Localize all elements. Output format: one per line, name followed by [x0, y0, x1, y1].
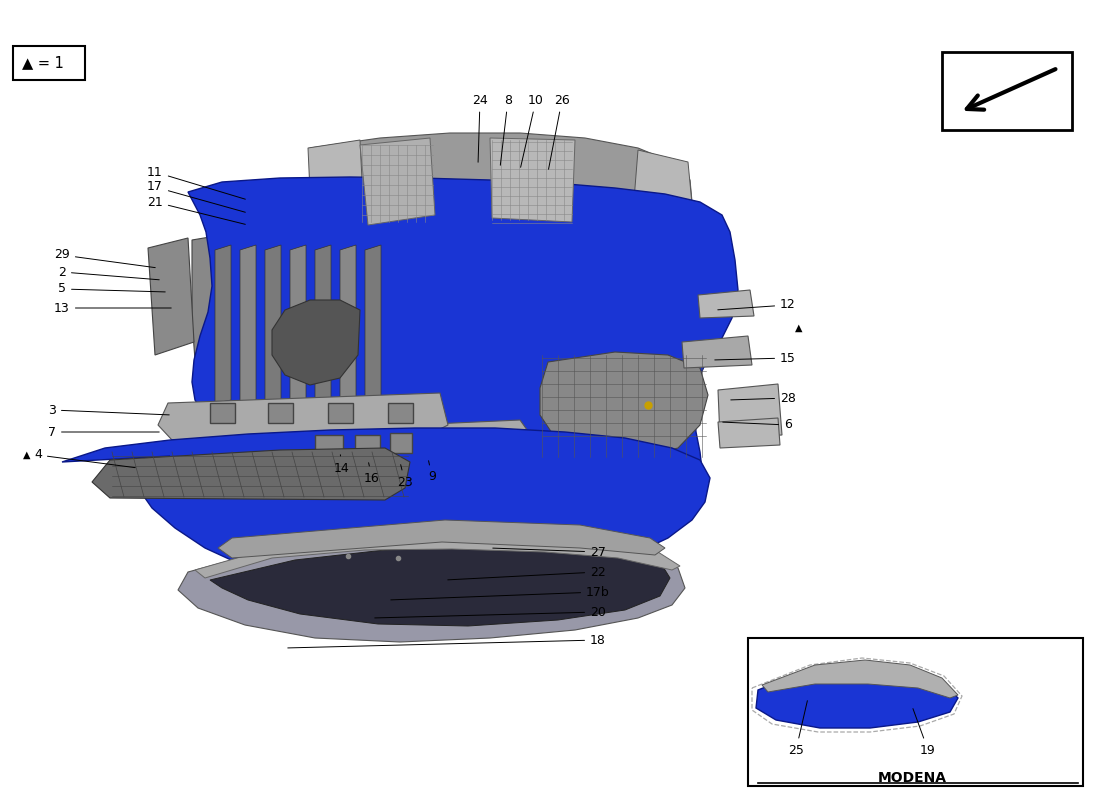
- Polygon shape: [360, 138, 434, 225]
- Polygon shape: [762, 660, 958, 698]
- Polygon shape: [540, 352, 708, 458]
- Polygon shape: [62, 428, 710, 588]
- Polygon shape: [92, 448, 410, 500]
- Text: 25: 25: [788, 701, 807, 757]
- Polygon shape: [490, 138, 575, 222]
- Text: 19: 19: [913, 709, 936, 757]
- FancyBboxPatch shape: [748, 638, 1084, 786]
- Text: 18: 18: [288, 634, 606, 648]
- Text: since 1985: since 1985: [399, 507, 581, 603]
- Polygon shape: [240, 245, 256, 403]
- Text: 20: 20: [375, 606, 606, 618]
- Polygon shape: [278, 420, 544, 475]
- Polygon shape: [188, 177, 738, 482]
- Text: a passion for parts: a passion for parts: [283, 399, 538, 521]
- Bar: [210, 403, 235, 423]
- FancyBboxPatch shape: [13, 46, 85, 80]
- Text: 4: 4: [34, 449, 135, 468]
- Text: 17b: 17b: [390, 586, 609, 600]
- Polygon shape: [290, 245, 306, 403]
- Bar: [355, 435, 380, 455]
- Polygon shape: [158, 393, 448, 440]
- Text: ▲: ▲: [795, 323, 803, 333]
- Text: 29: 29: [54, 249, 155, 268]
- Text: 17: 17: [147, 181, 245, 212]
- Text: 9: 9: [428, 461, 436, 483]
- Bar: [315, 435, 343, 455]
- Text: 5: 5: [58, 282, 165, 295]
- Polygon shape: [718, 418, 780, 448]
- Text: 2: 2: [58, 266, 160, 280]
- Text: MODENA: MODENA: [878, 771, 946, 785]
- Polygon shape: [756, 665, 958, 728]
- Text: 3: 3: [48, 403, 169, 417]
- Polygon shape: [192, 228, 395, 428]
- Polygon shape: [265, 245, 280, 403]
- Polygon shape: [218, 520, 666, 558]
- Text: 23: 23: [397, 465, 412, 489]
- Bar: [328, 403, 353, 423]
- Text: 22: 22: [448, 566, 606, 580]
- Text: 12: 12: [718, 298, 796, 311]
- Polygon shape: [272, 300, 360, 385]
- Text: ▲: ▲: [22, 450, 30, 460]
- Polygon shape: [148, 238, 194, 355]
- Text: 10: 10: [520, 94, 543, 167]
- Polygon shape: [698, 290, 754, 318]
- Polygon shape: [210, 546, 670, 626]
- Text: 15: 15: [715, 351, 796, 365]
- Polygon shape: [630, 150, 692, 250]
- Bar: [268, 403, 293, 423]
- Text: 8: 8: [500, 94, 512, 166]
- Polygon shape: [340, 245, 356, 403]
- Polygon shape: [214, 245, 231, 403]
- Text: 13: 13: [54, 302, 172, 314]
- Polygon shape: [310, 133, 692, 257]
- Text: 28: 28: [730, 391, 796, 405]
- Polygon shape: [308, 140, 365, 240]
- Polygon shape: [682, 336, 752, 368]
- Text: 21: 21: [147, 195, 245, 224]
- Text: 6: 6: [723, 418, 792, 431]
- Polygon shape: [315, 245, 331, 403]
- Bar: [390, 433, 412, 453]
- Text: 11: 11: [147, 166, 245, 199]
- Text: 24: 24: [472, 94, 488, 162]
- Polygon shape: [718, 384, 782, 438]
- Text: ▲ = 1: ▲ = 1: [22, 55, 64, 70]
- Text: eurocarparts: eurocarparts: [301, 270, 579, 410]
- Text: 27: 27: [493, 546, 606, 558]
- Text: 14: 14: [334, 454, 350, 474]
- Polygon shape: [178, 534, 685, 642]
- Text: 7: 7: [48, 426, 160, 438]
- Text: 26: 26: [549, 94, 570, 170]
- Polygon shape: [195, 534, 680, 578]
- Polygon shape: [365, 245, 381, 403]
- Bar: [388, 403, 412, 423]
- Text: 16: 16: [364, 462, 380, 485]
